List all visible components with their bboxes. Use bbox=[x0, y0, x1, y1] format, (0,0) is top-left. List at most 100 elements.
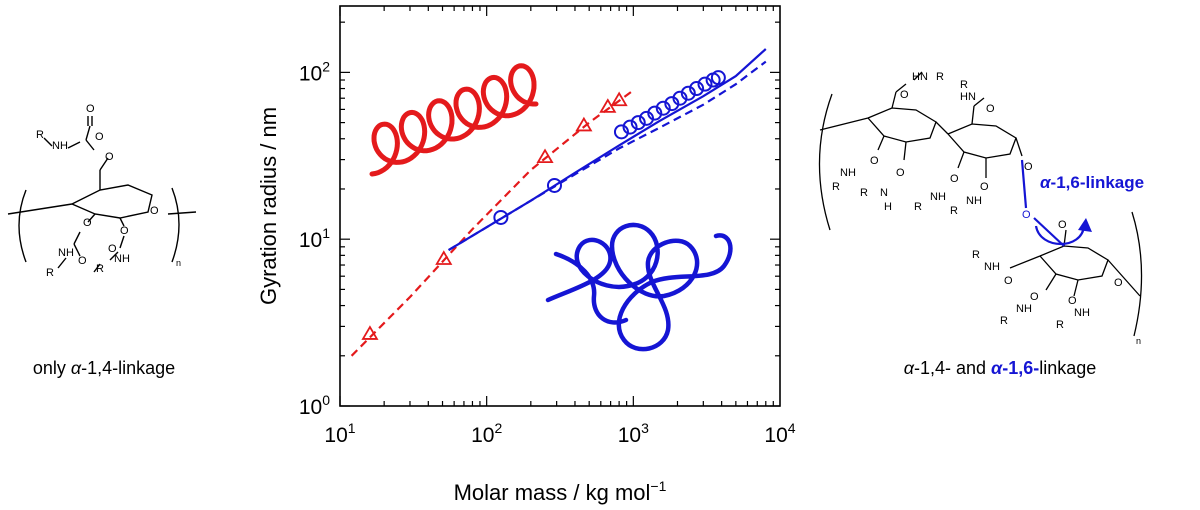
circle-marker bbox=[493, 209, 509, 225]
svg-text:O: O bbox=[900, 89, 909, 101]
left-molecule-labels: O O NH R O O O NH R O O NH R O n bbox=[36, 103, 181, 279]
svg-text:R: R bbox=[1056, 319, 1064, 331]
svg-text:R: R bbox=[972, 249, 980, 261]
svg-text:NH: NH bbox=[52, 140, 68, 152]
svg-text:O: O bbox=[105, 151, 114, 163]
svg-text:O: O bbox=[1068, 295, 1077, 307]
x-tick-label: 103 bbox=[618, 420, 649, 447]
svg-text:NH: NH bbox=[58, 247, 74, 259]
x-tick-label: 104 bbox=[764, 420, 795, 447]
alpha-1-6-linkage-bond bbox=[1020, 159, 1092, 247]
svg-text:NH: NH bbox=[966, 195, 982, 207]
circle-marker bbox=[613, 124, 629, 140]
svg-text:O: O bbox=[1022, 209, 1031, 221]
left-molecule bbox=[7, 116, 197, 273]
circle-marker bbox=[697, 76, 713, 92]
svg-text:NH: NH bbox=[1016, 303, 1032, 315]
svg-text:O: O bbox=[78, 255, 87, 267]
circle-marker bbox=[622, 119, 638, 135]
svg-text:O: O bbox=[1024, 161, 1033, 173]
svg-text:O: O bbox=[120, 225, 129, 237]
svg-text:R: R bbox=[36, 129, 44, 141]
x-axis-label: Molar mass / kg mol−1 bbox=[454, 478, 667, 505]
random-coil-icon bbox=[545, 222, 733, 352]
triangle-marker bbox=[575, 116, 593, 132]
right-molecule bbox=[818, 71, 1143, 337]
right-caption: α-1,4- and α-1,6-linkage bbox=[904, 358, 1097, 378]
svg-text:R: R bbox=[46, 267, 54, 279]
right-close-bracket bbox=[1131, 211, 1143, 337]
svg-text:O: O bbox=[980, 181, 989, 193]
x-tick-label: 101 bbox=[324, 420, 355, 447]
circle-marker bbox=[689, 81, 705, 97]
svg-text:O: O bbox=[1114, 277, 1123, 289]
circle-marker bbox=[655, 100, 671, 116]
plot-frame bbox=[339, 5, 781, 407]
right-open-bracket bbox=[818, 93, 833, 231]
svg-text:O: O bbox=[150, 205, 159, 217]
alpha-1-6-annotation: α-1,6-linkage bbox=[1040, 173, 1144, 192]
svg-text:R: R bbox=[936, 71, 944, 83]
circle-marker bbox=[630, 115, 646, 131]
x-tick-label: 102 bbox=[471, 420, 502, 447]
rotation-arrow-icon bbox=[1034, 225, 1086, 246]
helix-icon bbox=[369, 63, 539, 177]
y-tick-label: 101 bbox=[299, 225, 330, 252]
svg-text:O: O bbox=[896, 167, 905, 179]
svg-text:NH: NH bbox=[930, 191, 946, 203]
svg-text:O: O bbox=[950, 173, 959, 185]
svg-text:R: R bbox=[1000, 315, 1008, 327]
svg-text:N: N bbox=[880, 187, 888, 199]
svg-text:O: O bbox=[870, 155, 879, 167]
svg-text:NH: NH bbox=[984, 261, 1000, 273]
fit-curve bbox=[448, 48, 767, 252]
axis-ticks bbox=[339, 6, 780, 407]
circle-marker bbox=[680, 85, 696, 101]
left-caption: only α-1,4-linkage bbox=[33, 358, 175, 378]
svg-text:R: R bbox=[960, 79, 968, 91]
y-tick-label: 100 bbox=[299, 392, 330, 419]
y-tick-label: 102 bbox=[299, 58, 330, 85]
circle-marker bbox=[647, 105, 663, 121]
y-axis-label: Gyration radius / nm bbox=[256, 107, 281, 305]
svg-text:O: O bbox=[1004, 275, 1013, 287]
right-molecule-labels: HN R HN R O O O NH R O N H R O NH R O NH… bbox=[832, 71, 1141, 346]
svg-text:HN: HN bbox=[912, 71, 928, 83]
svg-text:R: R bbox=[860, 187, 868, 199]
svg-text:R: R bbox=[96, 263, 104, 275]
fit-curve bbox=[448, 60, 767, 252]
triangle-marker bbox=[435, 250, 453, 265]
svg-text:NH: NH bbox=[840, 167, 856, 179]
svg-text:H: H bbox=[884, 201, 892, 213]
svg-text:n: n bbox=[1136, 336, 1141, 346]
svg-text:R: R bbox=[950, 205, 958, 217]
svg-text:HN: HN bbox=[960, 91, 976, 103]
left-close-bracket bbox=[171, 187, 180, 263]
svg-text:NH: NH bbox=[1074, 307, 1090, 319]
triangle-marker bbox=[361, 325, 379, 340]
svg-text:O: O bbox=[1058, 219, 1067, 231]
triangle-marker bbox=[536, 148, 554, 164]
decorations bbox=[369, 63, 733, 352]
left-open-bracket bbox=[18, 189, 27, 263]
svg-text:O: O bbox=[83, 217, 92, 229]
fit-curves bbox=[350, 48, 767, 357]
svg-text:R: R bbox=[832, 181, 840, 193]
fit-curve bbox=[350, 89, 634, 357]
data-markers bbox=[361, 70, 726, 340]
triangle-marker bbox=[610, 91, 628, 107]
circle-marker bbox=[546, 177, 562, 193]
svg-text:R: R bbox=[914, 201, 922, 213]
svg-text:O: O bbox=[86, 103, 95, 115]
svg-text:O: O bbox=[986, 103, 995, 115]
svg-text:O: O bbox=[1030, 291, 1039, 303]
svg-text:NH: NH bbox=[114, 253, 130, 265]
svg-text:O: O bbox=[95, 131, 104, 143]
circle-marker bbox=[672, 90, 688, 106]
circle-marker bbox=[710, 70, 726, 86]
svg-text:n: n bbox=[176, 258, 181, 268]
svg-text:O: O bbox=[108, 243, 117, 255]
